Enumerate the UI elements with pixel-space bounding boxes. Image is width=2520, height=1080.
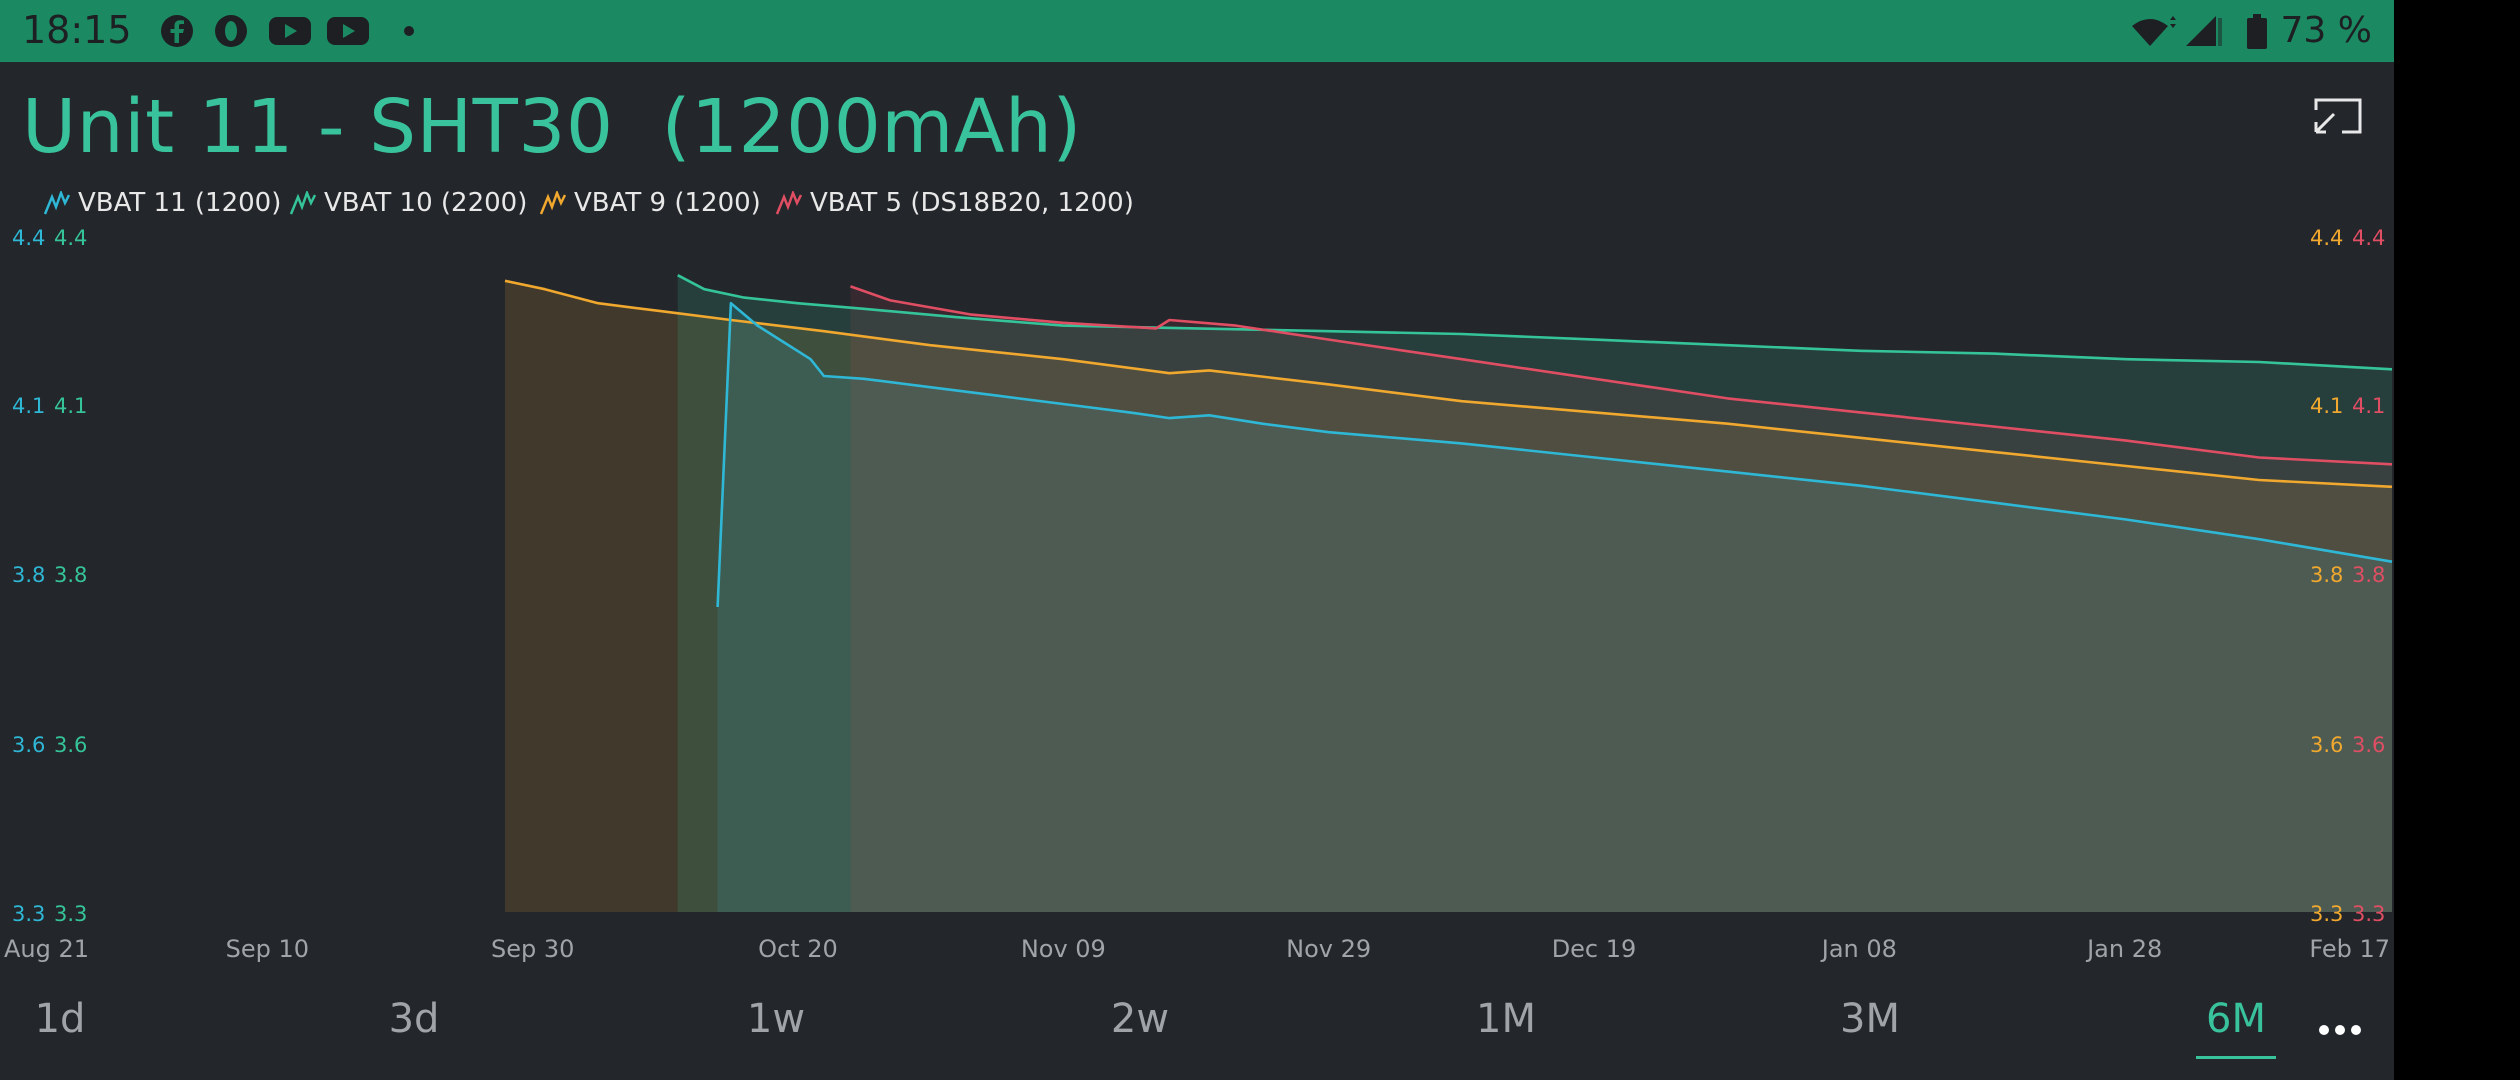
x-tick-label: Dec 19: [1552, 935, 1637, 963]
range-tab-1w[interactable]: 1w: [746, 996, 806, 1042]
legend-item[interactable]: VBAT 11 (1200): [44, 186, 281, 220]
series-line: [504, 279, 2393, 489]
y-tick-label-right-b: 4.4: [2352, 226, 2385, 250]
range-tab-2w[interactable]: 2w: [1110, 996, 1170, 1042]
series-area-fill: [505, 280, 2392, 912]
series-line: [716, 301, 2393, 608]
y-tick-label-left-a: 3.8: [12, 563, 45, 587]
y-tick-label-left-b: 3.6: [54, 733, 87, 757]
x-tick-label: Sep 10: [226, 935, 309, 963]
y-tick-label-left-b: 4.4: [54, 226, 87, 250]
battery-icon: [2247, 14, 2267, 49]
y-tick-label-right-b: 3.6: [2352, 733, 2385, 757]
series-line: [677, 274, 2393, 371]
side-nav-bar: [2394, 0, 2520, 1080]
legend-label: VBAT 10 (2200): [324, 188, 528, 218]
x-tick-label: Sep 30: [491, 935, 574, 963]
youtube-icon: [327, 17, 369, 45]
legend-item[interactable]: VBAT 5 (DS18B20, 1200): [776, 186, 1134, 220]
legend-item[interactable]: VBAT 10 (2200): [290, 186, 527, 220]
y-tick-label-left-b: 3.8: [54, 563, 87, 587]
y-tick-label-left-a: 3.6: [12, 733, 45, 757]
status-bar: 18:15 73 %: [0, 0, 2394, 62]
range-tab-3d[interactable]: 3d: [388, 996, 440, 1042]
series-area-fill: [677, 275, 2393, 912]
wifi-icon: [2132, 16, 2176, 46]
widget-title: Unit 11 - SHT30 (1200mAh): [22, 84, 1082, 170]
app-screen: 18:15 73 %: [0, 0, 2394, 1080]
more-options-icon[interactable]: [2318, 1024, 2362, 1036]
y-tick-label-right-a: 4.4: [2310, 226, 2343, 250]
x-tick-label: Jan 28: [2085, 935, 2162, 963]
y-tick-label-right-b: 3.3: [2352, 902, 2385, 926]
y-tick-label-left-a: 4.1: [12, 394, 45, 418]
y-tick-label-right-a: 3.6: [2310, 733, 2343, 757]
y-tick-label-right-a: 4.1: [2310, 394, 2343, 418]
legend-item[interactable]: VBAT 9 (1200): [540, 186, 761, 220]
y-tick-label-right-b: 4.1: [2352, 394, 2385, 418]
x-tick-label: Nov 09: [1021, 935, 1106, 963]
legend-label: VBAT 11 (1200): [78, 188, 282, 218]
y-tick-label-left-a: 3.3: [12, 902, 45, 926]
x-tick-label: Jan 08: [1820, 935, 1897, 963]
series-line: [850, 285, 2393, 466]
line-series-icon: [776, 191, 802, 215]
range-tab-6m[interactable]: 6M: [2206, 996, 2266, 1042]
legend-label: VBAT 9 (1200): [574, 188, 761, 218]
range-tab-1m[interactable]: 1M: [1476, 996, 1536, 1042]
facebook-icon: [161, 15, 193, 47]
series-area-fill: [850, 286, 2392, 912]
range-tab-1d[interactable]: 1d: [34, 996, 86, 1042]
y-tick-label-left-a: 4.4: [12, 226, 45, 250]
line-series-icon: [44, 191, 70, 215]
y-tick-label-right-a: 3.3: [2310, 902, 2343, 926]
y-tick-label-left-b: 4.1: [54, 394, 87, 418]
y-tick-label-right-b: 3.8: [2352, 563, 2385, 587]
expand-icon[interactable]: [2312, 96, 2364, 136]
x-tick-label: Aug 21: [4, 935, 89, 963]
line-series-icon: [290, 191, 316, 215]
opera-icon: [215, 15, 247, 47]
dot-icon: [404, 26, 414, 36]
line-series-icon: [540, 191, 566, 215]
signal-icon: [2186, 16, 2222, 46]
battery-percent: 73 %: [2280, 10, 2372, 51]
legend-label: VBAT 5 (DS18B20, 1200): [810, 188, 1134, 218]
x-tick-label: Oct 20: [758, 935, 838, 963]
x-tick-label: Feb 17: [2309, 935, 2390, 963]
active-tab-indicator: [2196, 1056, 2276, 1059]
battery-voltage-chart[interactable]: 4.4 4.4 4.4 4.4 4.1 4.1 4.1 4.1 3.8 3.8 3.8 3.8 3.6 3…: [0, 220, 2394, 980]
youtube-icon: [269, 17, 311, 45]
y-tick-label-left-b: 3.3: [54, 902, 87, 926]
range-tab-3m[interactable]: 3M: [1840, 996, 1900, 1042]
y-tick-label-right-a: 3.8: [2310, 563, 2343, 587]
series-area-fill: [717, 303, 2392, 912]
x-tick-label: Nov 29: [1286, 935, 1371, 963]
status-time: 18:15: [22, 8, 132, 52]
